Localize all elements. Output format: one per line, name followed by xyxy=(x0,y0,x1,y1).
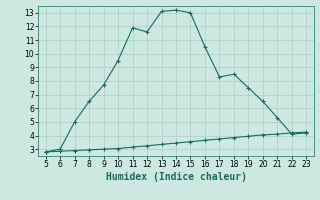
X-axis label: Humidex (Indice chaleur): Humidex (Indice chaleur) xyxy=(106,172,246,182)
